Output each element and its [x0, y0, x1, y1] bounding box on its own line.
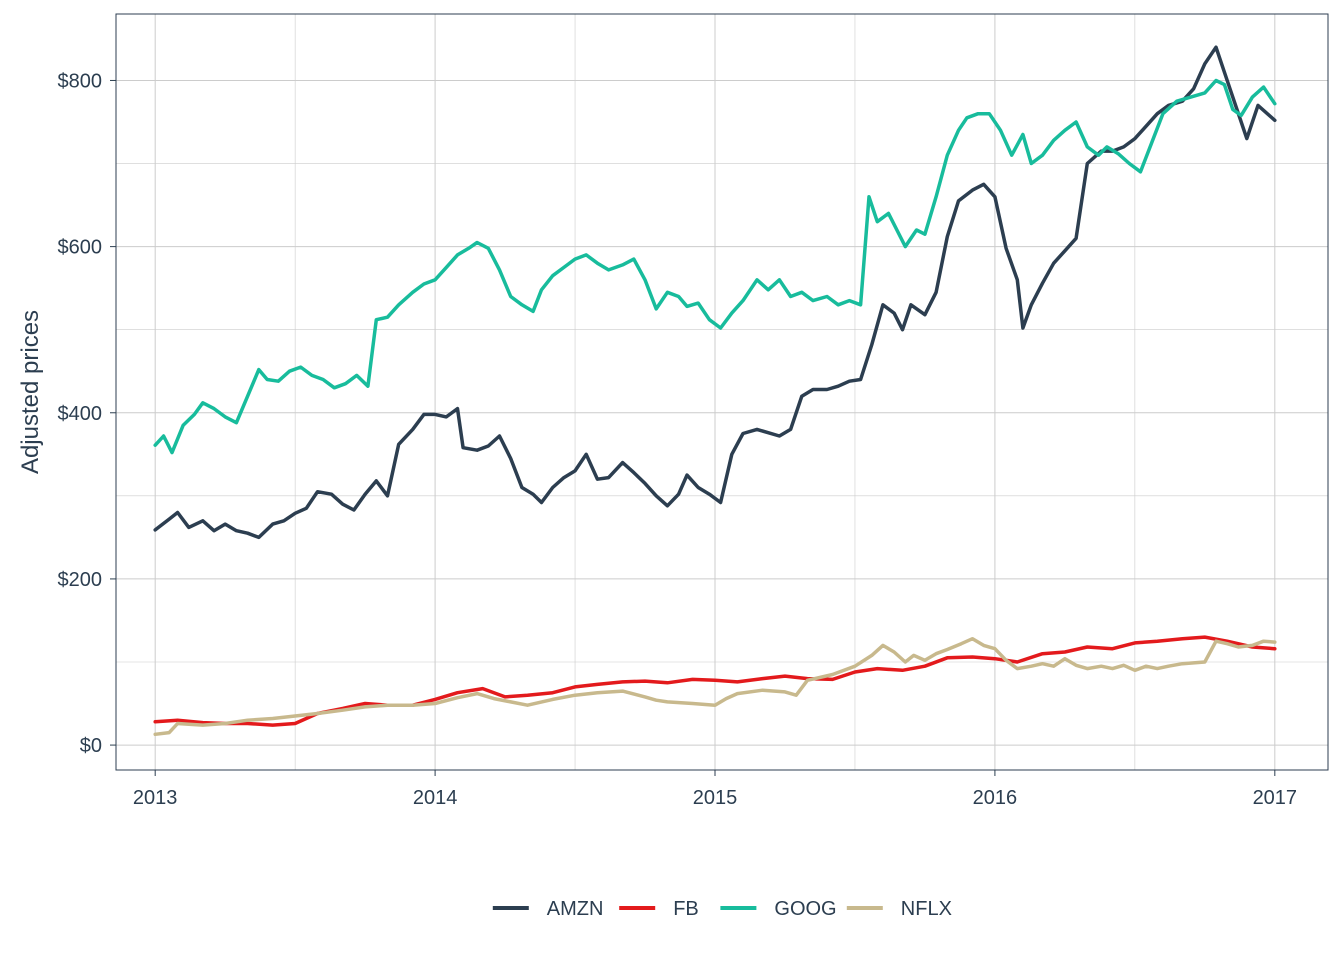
legend-label: FB [673, 898, 699, 920]
x-tick-label: 2014 [413, 787, 458, 809]
legend-item-amzn: AMZN [492, 898, 604, 920]
y-tick-label: $0 [80, 735, 102, 757]
legend-item-nflx: NFLX [846, 898, 952, 920]
series-line-nflx [153, 636, 1277, 737]
y-tick-label: $800 [58, 70, 103, 92]
legend-label: GOOG [774, 898, 836, 920]
legend: AMZN FB GOOG NFLX [492, 898, 952, 920]
legend-item-goog: GOOG [720, 898, 837, 920]
x-tick-label: 2016 [973, 787, 1018, 809]
legend-label: AMZN [547, 898, 604, 920]
y-tick-label: $200 [58, 569, 103, 591]
x-tick-label: 2015 [693, 787, 738, 809]
x-axis-ticks: 2013 2014 2015 2016 2017 [133, 770, 1297, 809]
y-tick-label: $400 [58, 403, 103, 425]
plot-panel-border [115, 13, 1329, 771]
y-tick-label: $600 [58, 237, 103, 259]
series-line-amzn [153, 45, 1277, 540]
y-axis-ticks: $0 $200 $400 $600 $800 [58, 70, 116, 757]
x-tick-label: 2017 [1253, 787, 1298, 809]
y-axis-title: Adjusted prices [17, 310, 44, 474]
series-line-goog [153, 78, 1277, 455]
legend-label: NFLX [901, 898, 952, 920]
legend-item-fb: FB [619, 898, 699, 920]
series-lines [153, 45, 1277, 737]
x-tick-label: 2013 [133, 787, 178, 809]
